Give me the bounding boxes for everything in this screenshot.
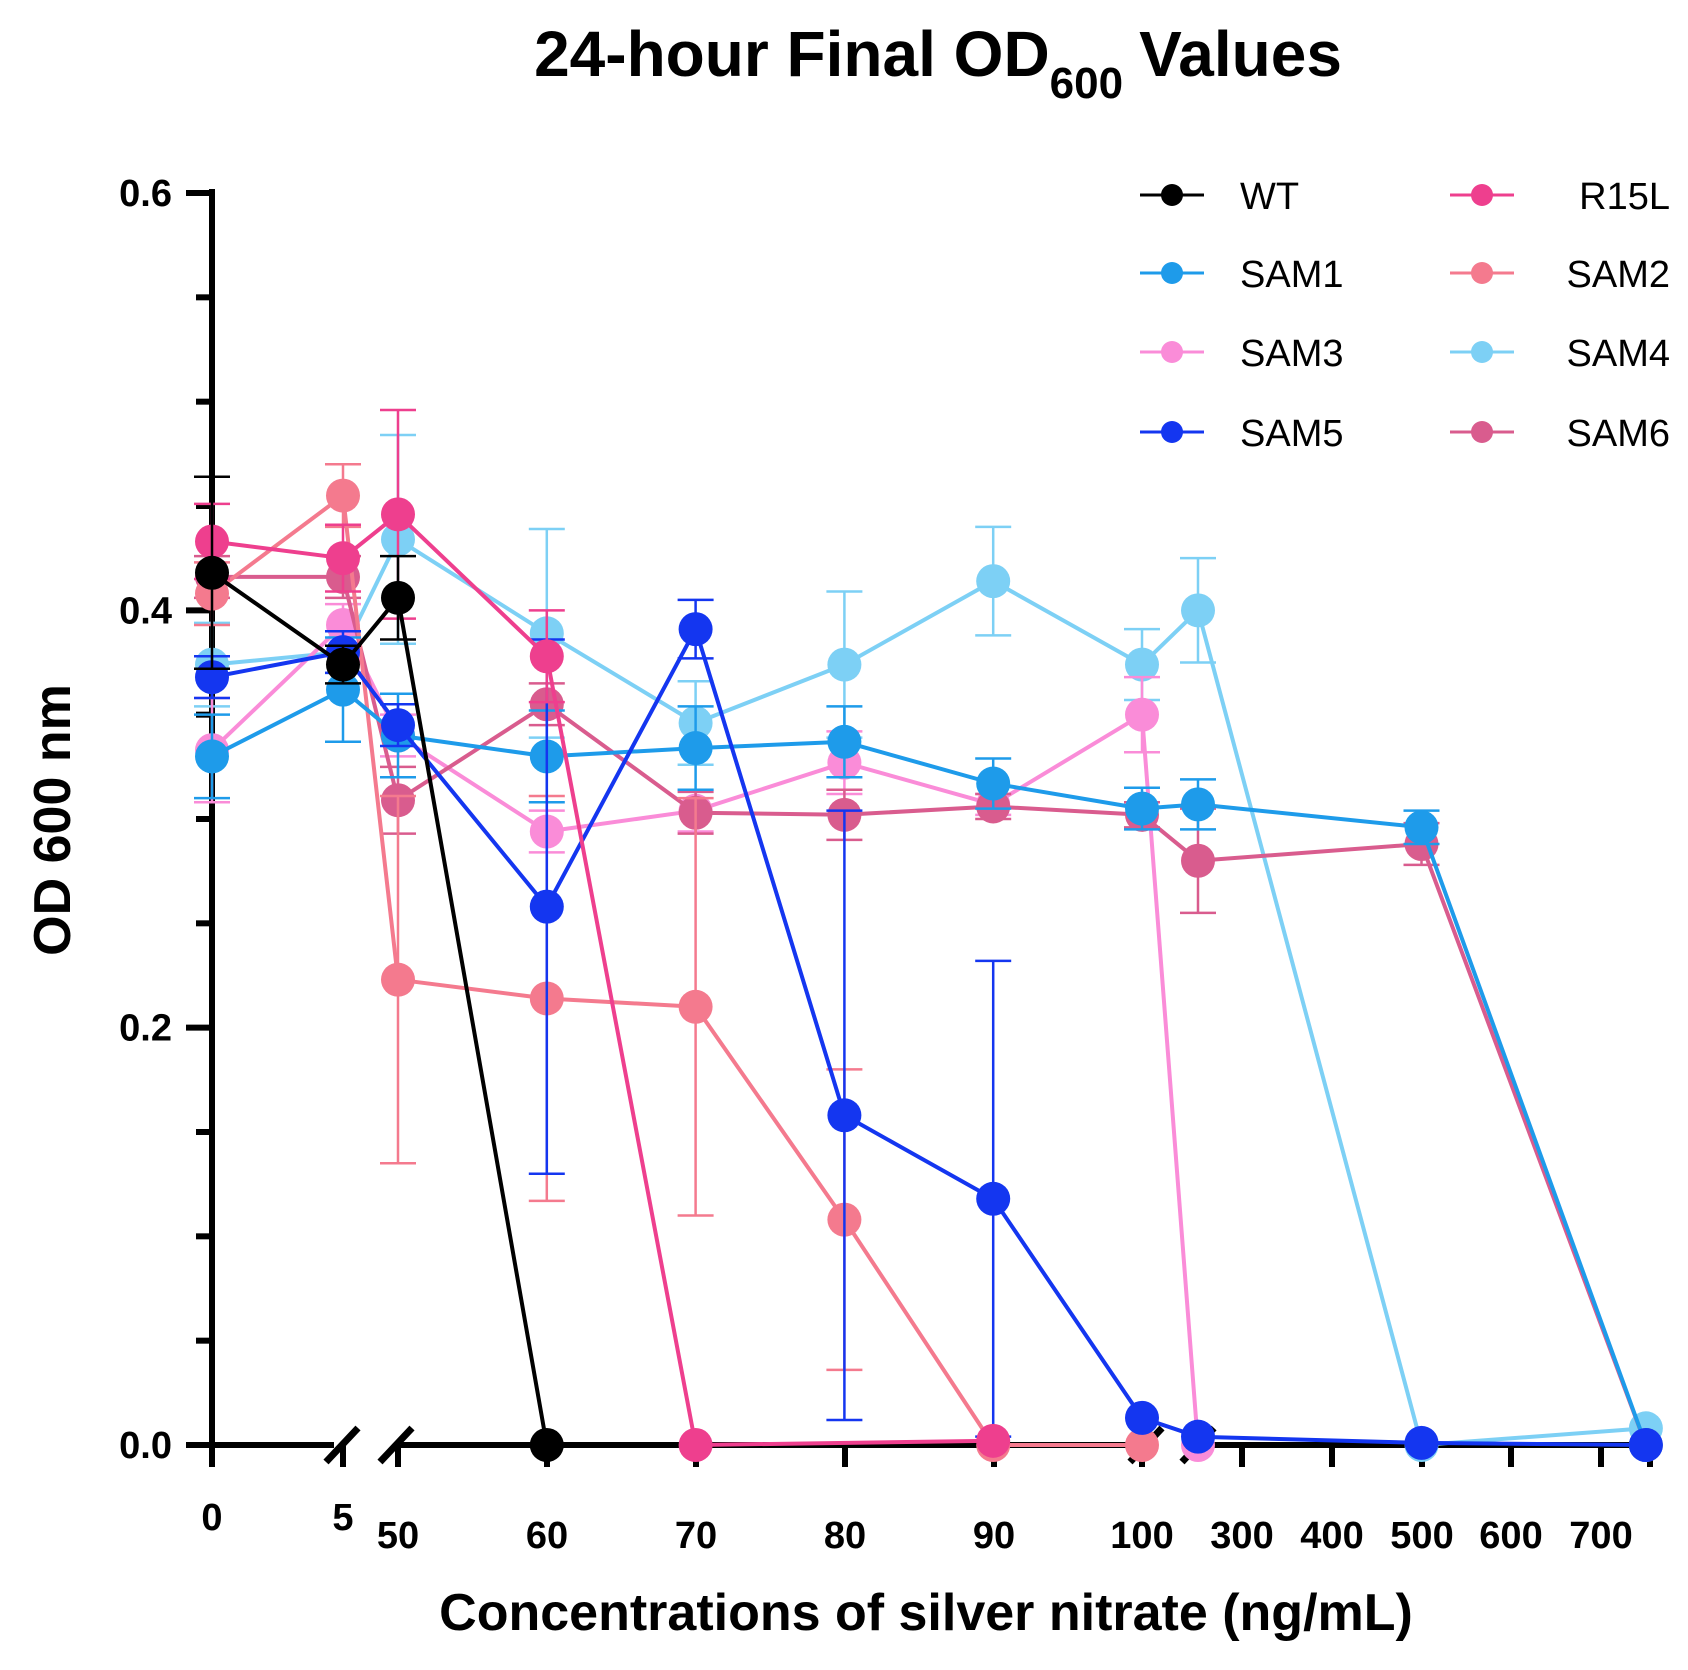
series-layer <box>194 408 1663 1462</box>
legend-item-sam3: SAM3 <box>1140 333 1343 375</box>
legend-marker <box>1471 341 1493 363</box>
series-line <box>211 537 1647 1447</box>
legend-label: SAM6 <box>1567 413 1670 455</box>
x-tick-label: 500 <box>1390 1515 1453 1557</box>
series-sam5 <box>194 598 1663 1462</box>
legend-marker <box>1161 421 1183 443</box>
data-point <box>326 541 360 576</box>
data-point <box>1125 647 1159 682</box>
x-tick-label: 700 <box>1569 1515 1632 1557</box>
series-line <box>210 571 549 1446</box>
legend-marker <box>1161 341 1183 363</box>
series-wt <box>194 475 564 1462</box>
x-axis-title: Concentrations of silver nitrate (ng/mL) <box>439 1584 1413 1642</box>
legend-item-sam2: SAM2 <box>1450 254 1670 296</box>
legend-item-sam6: SAM6 <box>1450 413 1670 455</box>
data-point <box>529 1428 564 1462</box>
legend-item-r15l: R15L <box>1450 176 1670 218</box>
data-point <box>326 672 360 707</box>
x-tick-label: 600 <box>1479 1515 1542 1557</box>
data-point <box>827 1098 862 1133</box>
y-tick-label: 0.0 <box>119 1425 172 1467</box>
x-tick-label: 80 <box>824 1515 866 1557</box>
data-point <box>195 555 229 590</box>
data-point <box>381 962 415 997</box>
legend-item-sam1: SAM1 <box>1140 254 1343 296</box>
chart-title-subscript: 600 <box>1050 59 1123 108</box>
x-tick-label: 60 <box>526 1515 568 1557</box>
chart-title-main: 24-hour Final OD <box>534 18 1050 90</box>
series-r15l <box>194 408 1011 1462</box>
series-sam1 <box>194 636 1663 1462</box>
legend-label: SAM2 <box>1567 254 1670 296</box>
data-point <box>1125 1428 1159 1462</box>
series-line <box>211 512 994 1447</box>
series-line <box>212 574 1648 1446</box>
data-point <box>529 639 564 674</box>
legend-label: R15L <box>1579 176 1670 218</box>
x-tick-label: 70 <box>675 1515 717 1557</box>
y-tick-label: 0.4 <box>119 590 172 632</box>
data-point <box>976 1423 1011 1458</box>
legend-item-sam5: SAM5 <box>1140 413 1343 455</box>
data-point <box>1404 810 1439 845</box>
legend-marker <box>1471 421 1493 443</box>
data-point <box>1181 787 1215 822</box>
chart-title: 24-hour Final OD600 Values <box>534 18 1342 108</box>
data-point <box>1404 1425 1439 1460</box>
data-point <box>381 580 415 615</box>
data-point <box>678 989 713 1024</box>
data-point <box>1181 843 1215 878</box>
legend-marker <box>1161 262 1183 284</box>
data-point <box>976 564 1011 599</box>
legend-label: WT <box>1240 176 1299 218</box>
data-point <box>1125 697 1159 732</box>
data-point <box>976 1181 1011 1216</box>
data-point <box>678 731 713 766</box>
data-point <box>1181 593 1215 628</box>
data-point <box>1181 1419 1215 1454</box>
legend-label: SAM3 <box>1240 333 1343 375</box>
data-point <box>529 889 564 924</box>
legend: WT SAM1 SAM3 SAM5 R15L SAM2 SAM4 SAM6 <box>1140 176 1670 455</box>
data-point <box>381 708 415 743</box>
data-point <box>678 612 713 647</box>
data-point <box>1125 1400 1159 1435</box>
data-point <box>827 647 862 682</box>
y-tick-label: 0.2 <box>119 1008 172 1050</box>
series-line <box>210 493 1142 1447</box>
chart-title-suffix: Values <box>1139 18 1342 90</box>
data-point <box>326 478 360 513</box>
x-tick-label: 100 <box>1110 1515 1173 1557</box>
legend-label: SAM5 <box>1240 413 1343 455</box>
legend-item-wt: WT <box>1140 176 1299 218</box>
legend-label: SAM1 <box>1240 254 1343 296</box>
legend-marker <box>1161 184 1183 206</box>
data-point <box>326 647 360 682</box>
data-point <box>1125 791 1159 826</box>
data-point <box>195 739 229 774</box>
y-axis-title: OD 600 nm <box>24 684 82 956</box>
x-tick-label: 50 <box>377 1515 419 1557</box>
y-tick-label: 0.6 <box>119 173 172 215</box>
legend-marker <box>1471 262 1493 284</box>
data-point <box>827 724 862 759</box>
x-tick-label: 300 <box>1210 1515 1273 1557</box>
series-sam4 <box>194 433 1663 1462</box>
legend-marker <box>1471 184 1493 206</box>
series-line <box>211 627 1646 1447</box>
data-point <box>1628 1428 1663 1462</box>
series-line <box>211 687 1648 1446</box>
x-tick-label: 0 <box>201 1497 222 1539</box>
x-tick-label: 90 <box>973 1515 1015 1557</box>
data-point <box>381 497 415 532</box>
data-point <box>678 1428 713 1462</box>
legend-label: SAM4 <box>1567 333 1670 375</box>
x-tick-label: 400 <box>1300 1515 1363 1557</box>
x-tick-label: 5 <box>332 1497 353 1539</box>
data-point <box>976 766 1011 801</box>
legend-item-sam4: SAM4 <box>1450 333 1670 375</box>
